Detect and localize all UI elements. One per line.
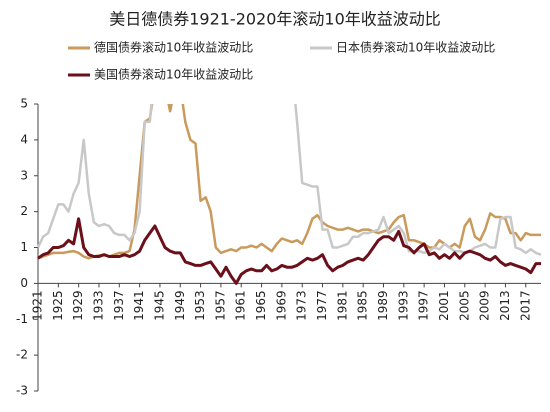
y-tick-label: 0 (20, 276, 28, 290)
x-tick-label: 1993 (396, 290, 410, 321)
x-tick-label: 1977 (315, 290, 329, 321)
legend-label: 日本债券滚动10年收益波动比 (336, 40, 495, 55)
x-tick-label: 1981 (335, 290, 349, 321)
x-tick-label: 1973 (295, 290, 309, 321)
x-tick-label: 1929 (71, 290, 85, 321)
x-tick-label: 2017 (518, 290, 532, 321)
y-tick-label: 1 (20, 240, 28, 254)
x-tick-label: 1945 (152, 290, 166, 321)
y-tick-label: 2 (20, 204, 28, 218)
x-tick-label: 1921 (31, 290, 45, 321)
x-tick-label: 1969 (274, 290, 288, 321)
y-tick-label: -2 (16, 348, 28, 362)
x-tick-label: 1953 (193, 290, 207, 321)
x-tick-label: 1985 (356, 290, 370, 321)
x-tick-label: 1957 (213, 290, 227, 321)
y-tick-label: 4 (20, 132, 28, 146)
y-tick-label: -1 (16, 312, 28, 326)
legend-label: 美国债券滚动10年收益波动比 (94, 67, 253, 82)
legend-label: 德国债券滚动10年收益波动比 (94, 40, 253, 55)
x-tick-label: 2005 (457, 290, 471, 321)
x-tick-label: 2013 (498, 290, 512, 321)
y-tick-label: 3 (20, 168, 28, 182)
line-series (37, 217, 541, 285)
x-tick-label: 1965 (254, 290, 268, 321)
y-tick-label: -3 (16, 384, 28, 398)
x-tick-label: 1937 (112, 290, 126, 321)
line-series (37, 104, 541, 260)
line-series (36, 104, 542, 256)
x-tick-label: 1997 (417, 290, 431, 321)
x-tick-label: 1925 (51, 290, 65, 321)
x-tick-label: 1933 (91, 290, 105, 321)
x-tick-label: 1941 (132, 290, 146, 321)
x-tick-label: 2009 (478, 290, 492, 321)
x-tick-label: 2001 (437, 290, 451, 321)
x-tick-label: 1989 (376, 290, 390, 321)
y-tick-label: 5 (20, 97, 28, 111)
chart-title: 美日德债券1921-2020年滚动10年收益波动比 (109, 10, 441, 29)
x-tick-label: 1949 (173, 290, 187, 321)
x-tick-label: 1961 (234, 290, 248, 321)
